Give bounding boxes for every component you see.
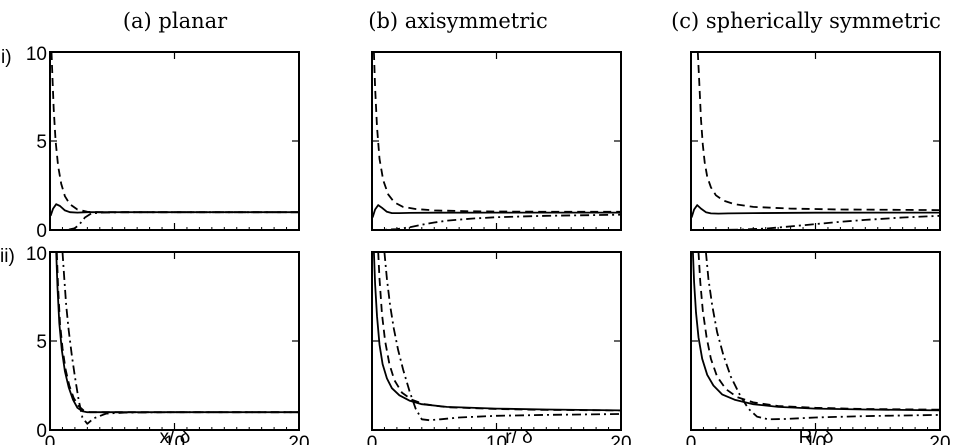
panel-r1-c2-series-dashdot (705, 252, 940, 421)
row-label-ii: ii) (0, 246, 15, 267)
panel-r1-c0-frame (49, 251, 300, 431)
column-title-b: (b) axisymmetric (368, 9, 547, 33)
column-title-c: (c) spherically symmetric (671, 9, 941, 33)
panel-r0-c2-series-dashdot (691, 214, 940, 230)
panel-r1-c2-series-dashed (697, 252, 940, 411)
panel-r0-c0-ytick-label: 0 (36, 221, 47, 242)
panel-r1-c0-ytick-label: 10 (26, 244, 47, 265)
panel-r1-c1-series-solid (373, 252, 621, 412)
panel-r0-c1-series-dashed (373, 52, 621, 213)
panel-r1-c1-series-dashed (377, 252, 621, 412)
x-axis-label-b: r/ δ (505, 427, 532, 445)
column-title-a: (a) planar (123, 9, 228, 33)
panel-r0-c2-series-solid (691, 204, 940, 218)
panel-r0-c2-series-dashed (696, 52, 940, 211)
panel-r0-c0-ytick-label: 10 (26, 44, 47, 65)
x-axis-label-c: R/ δ (799, 427, 834, 445)
panel-r1-c2-xtick-label: 20 (929, 433, 950, 445)
panel-r0-c0-series-dashdot (50, 211, 299, 230)
panel-r1-c1-frame (371, 251, 622, 431)
panel-r1-c2-frame (690, 251, 941, 431)
panel-r0-c0-series-solid (50, 203, 299, 217)
x-axis-label-a: x/ δ (160, 427, 191, 445)
panel-r1-c2-xtick-label: 10 (805, 433, 826, 445)
panel-r1-c1-xtick-label: 20 (610, 433, 631, 445)
panel-r0-c0-series-dashed (50, 52, 299, 214)
panel-r1-c2-series-solid (692, 252, 940, 412)
panel-r1-c0-series-dashdot (61, 252, 299, 425)
panel-r1-c0-ytick-label: 0 (36, 421, 47, 442)
panel-r1-c1-series-dashdot (383, 252, 621, 422)
panel-r1-c0-series-dashed (55, 252, 299, 414)
panel-r1-c1-xtick-label: 10 (486, 433, 507, 445)
panel-r1-c0-series-solid (55, 252, 299, 414)
panel-r0-c1-frame (371, 51, 622, 231)
row-label-i: i) (1, 47, 12, 68)
panel-r1-c0-xtick-label: 20 (288, 433, 309, 445)
panel-r0-c2-frame (690, 51, 941, 231)
panel-r1-c1-xtick-label: 0 (367, 433, 378, 445)
panel-r1-c0-xtick-label: 0 (45, 433, 56, 445)
panel-r1-c0-xtick-label: 10 (164, 433, 185, 445)
panel-r1-c0-ytick-label: 5 (36, 332, 47, 353)
panel-r0-c0-frame (49, 51, 300, 231)
panel-r0-c1-series-solid (372, 204, 621, 218)
panel-r1-c2-xtick-label: 0 (686, 433, 697, 445)
panel-r0-c0-ytick-label: 5 (36, 132, 47, 153)
